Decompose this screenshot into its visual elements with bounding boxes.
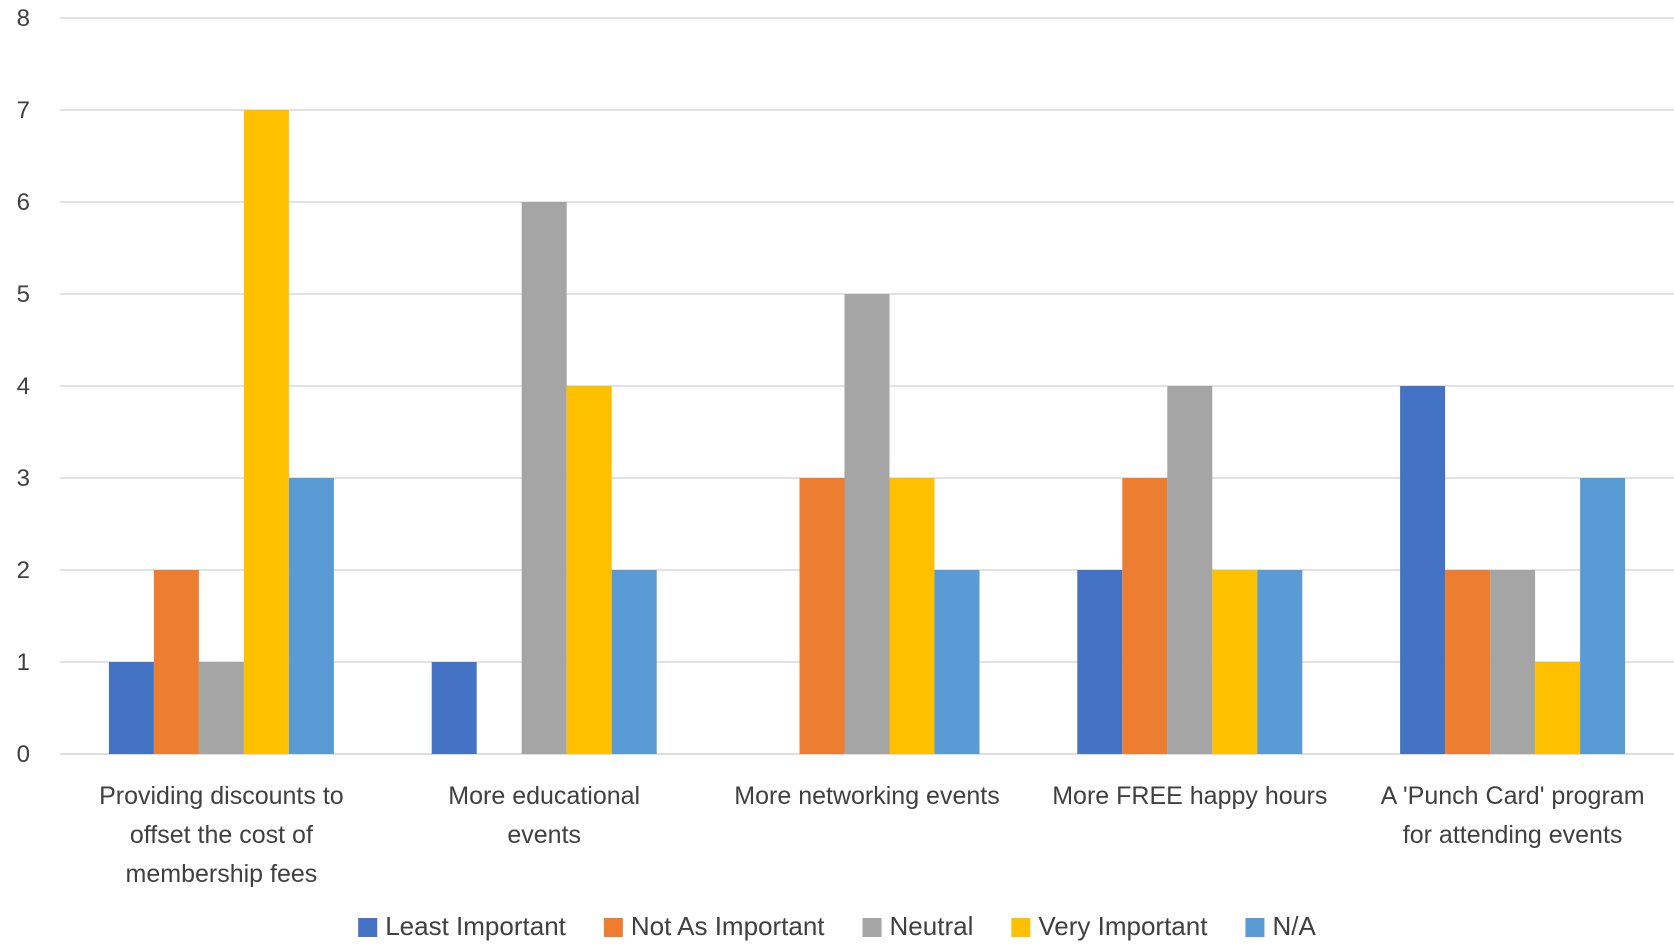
- legend-label: Not As Important: [631, 911, 825, 941]
- bar: [1400, 386, 1446, 754]
- bar: [431, 662, 477, 754]
- x-tick-label: More educational: [448, 782, 640, 810]
- x-tick-label: More networking events: [734, 782, 999, 810]
- x-tick-label: offset the cost of: [130, 821, 313, 849]
- legend-swatch: [1245, 918, 1265, 937]
- y-tick-label: 4: [17, 373, 30, 400]
- bar: [288, 478, 334, 754]
- legend-item: Not As Important: [603, 911, 825, 941]
- bar: [1122, 478, 1168, 754]
- bar: [1445, 570, 1491, 754]
- y-tick-label: 1: [17, 649, 30, 676]
- bar: [198, 662, 244, 754]
- bar: [1580, 478, 1626, 754]
- legend-label: Neutral: [890, 911, 974, 941]
- legend-label: N/A: [1272, 911, 1316, 941]
- y-tick-label: 0: [17, 741, 30, 768]
- bar: [243, 110, 289, 754]
- bar: [1490, 570, 1536, 754]
- bar: [611, 570, 657, 754]
- y-tick-label: 3: [17, 465, 30, 492]
- y-tick-label: 7: [17, 97, 30, 124]
- legend-swatch: [358, 918, 378, 937]
- y-tick-label: 8: [17, 5, 30, 32]
- legend-label: Least Important: [385, 911, 566, 941]
- x-tick-label: for attending events: [1403, 821, 1623, 849]
- bar: [844, 294, 890, 754]
- bar: [1167, 386, 1213, 754]
- bar: [1535, 662, 1581, 754]
- legend-item: Neutral: [862, 911, 974, 941]
- legend-label: Very Important: [1038, 911, 1208, 941]
- legend-swatch: [603, 918, 623, 937]
- x-tick-label: A 'Punch Card' program: [1381, 782, 1645, 810]
- y-tick-label: 5: [17, 281, 30, 308]
- legend-item: N/A: [1245, 911, 1316, 941]
- bar: [889, 478, 935, 754]
- legend-swatch: [1011, 918, 1031, 937]
- x-tick-label: Providing discounts to: [99, 782, 344, 810]
- bar: [934, 570, 980, 754]
- x-tick-label: membership fees: [126, 860, 318, 888]
- x-axis-labels: Providing discounts to offset the cost of…: [99, 782, 1644, 888]
- legend: Least Important Not As Important Neutral Ve…: [358, 911, 1316, 941]
- bar: [799, 478, 845, 754]
- y-axis-ticks: 0 1 2 3 4 5 6 7 8: [17, 5, 30, 768]
- x-tick-label: events: [507, 821, 581, 849]
- legend-item: Least Important: [358, 911, 567, 941]
- bar: [153, 570, 199, 754]
- bar: [1212, 570, 1258, 754]
- y-tick-label: 6: [17, 189, 30, 216]
- bar: [108, 662, 154, 754]
- bar: [1257, 570, 1303, 754]
- bar: [1077, 570, 1123, 754]
- legend-item: Very Important: [1011, 911, 1208, 941]
- legend-swatch: [862, 918, 882, 937]
- bar: [566, 386, 612, 754]
- x-tick-label: More FREE happy hours: [1052, 782, 1327, 810]
- bar: [521, 202, 567, 754]
- y-tick-label: 2: [17, 557, 30, 584]
- bars: [108, 110, 1626, 754]
